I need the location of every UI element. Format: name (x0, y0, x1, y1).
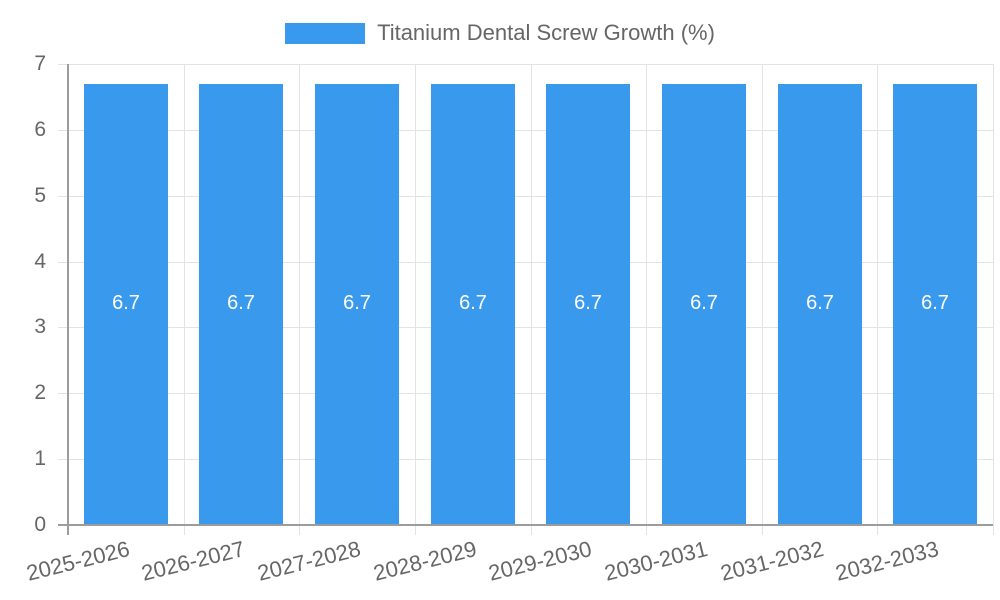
gridline-horizontal (58, 196, 993, 197)
y-axis-tick-label: 6 (34, 118, 46, 141)
bar-value-label: 6.7 (227, 292, 255, 314)
gridline-vertical (993, 64, 994, 535)
gridline-vertical (646, 64, 647, 535)
bar-value-label: 6.7 (343, 292, 371, 314)
legend-label: Titanium Dental Screw Growth (%) (377, 20, 715, 45)
bar: 6.7 (546, 84, 630, 525)
y-axis-tick-label: 5 (34, 184, 46, 207)
gridline-horizontal (58, 459, 993, 460)
y-axis-tick-label: 7 (34, 52, 46, 75)
bar: 6.7 (431, 84, 515, 525)
bar-value-label: 6.7 (459, 292, 487, 314)
legend[interactable]: Titanium Dental Screw Growth (%) (0, 20, 1000, 46)
bar: 6.7 (84, 84, 168, 525)
bar-value-label: 6.7 (112, 292, 140, 314)
bar-value-label: 6.7 (806, 292, 834, 314)
y-axis-line (67, 64, 69, 535)
bar: 6.7 (778, 84, 862, 525)
y-axis-tick-label: 4 (34, 250, 46, 273)
gridline-horizontal (58, 130, 993, 131)
legend-swatch (285, 22, 366, 44)
gridline-horizontal (58, 64, 993, 65)
gridline-vertical (877, 64, 878, 535)
bar: 6.7 (893, 84, 977, 525)
bar-value-label: 6.7 (690, 292, 718, 314)
bar: 6.7 (199, 84, 283, 525)
gridline-vertical (184, 64, 185, 535)
gridline-vertical (415, 64, 416, 535)
bar: 6.7 (662, 84, 746, 525)
gridline-horizontal (58, 262, 993, 263)
bar: 6.7 (315, 84, 399, 525)
gridline-vertical (762, 64, 763, 535)
y-axis-tick-label: 0 (34, 513, 46, 536)
gridline-vertical (531, 64, 532, 535)
bar-value-label: 6.7 (921, 292, 949, 314)
x-axis-line (58, 524, 993, 526)
y-axis-tick-label: 2 (34, 381, 46, 404)
bar-value-label: 6.7 (574, 292, 602, 314)
gridline-vertical (299, 64, 300, 535)
gridline-horizontal (58, 327, 993, 328)
y-axis-tick-label: 1 (34, 447, 46, 470)
y-axis-tick-label: 3 (34, 315, 46, 338)
gridline-horizontal (58, 393, 993, 394)
